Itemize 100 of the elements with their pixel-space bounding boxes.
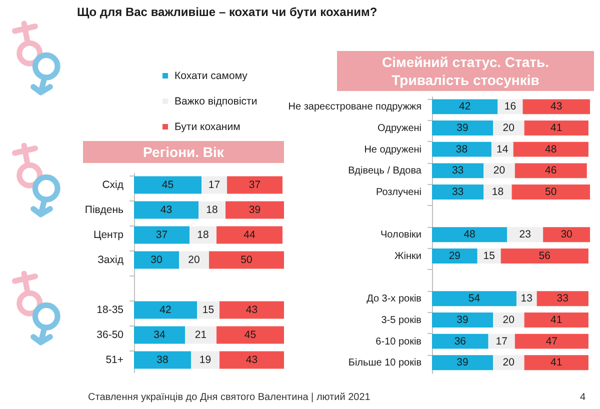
bar (134, 326, 185, 344)
data-label: 23 (519, 228, 532, 241)
data-label: 45 (162, 179, 174, 191)
bar (179, 251, 209, 269)
bar (432, 355, 494, 370)
y-tick-label: Розлучені (376, 186, 422, 198)
y-tick-label: Вдівець / Вдова (348, 166, 422, 177)
bar (484, 163, 515, 178)
data-label: 39 (456, 122, 468, 134)
data-label: 15 (483, 250, 496, 262)
data-label: 33 (556, 292, 569, 305)
bar (134, 176, 202, 194)
y-tick-label: Південь (84, 204, 124, 216)
bar (134, 251, 179, 269)
data-label: 14 (496, 143, 508, 156)
y-tick-label: Схід (102, 179, 124, 191)
data-label: 39 (248, 204, 261, 216)
bar (432, 312, 494, 328)
bar (522, 99, 590, 114)
bar (220, 351, 284, 369)
data-label: 47 (546, 335, 558, 348)
data-label: 48 (464, 228, 476, 241)
bar (432, 291, 516, 306)
bar (432, 334, 488, 349)
bar (512, 184, 590, 200)
y-tick-label: Більше 10 років (348, 358, 422, 369)
data-label: 19 (199, 354, 212, 366)
bar (198, 201, 226, 219)
data-label: 43 (160, 204, 172, 216)
data-label: 18 (492, 186, 504, 198)
data-label: 20 (502, 122, 515, 134)
bar (514, 163, 587, 178)
bar (134, 301, 197, 319)
bar (524, 355, 588, 370)
text: Ставлення українців до Дня святого Валентина | лютий 2021 (88, 392, 370, 403)
bar (432, 184, 484, 200)
legend-label: Бути коханим (174, 120, 240, 133)
data-label: 16 (504, 100, 516, 113)
data-label: 43 (550, 100, 562, 113)
data-label: 37 (248, 179, 261, 191)
bar (190, 226, 216, 244)
data-label: 54 (468, 292, 480, 305)
data-label: 42 (459, 100, 471, 113)
data-label: 18 (206, 204, 218, 216)
data-label: 39 (456, 314, 468, 326)
data-label: 20 (502, 356, 515, 369)
data-label: 20 (493, 164, 506, 177)
bar (216, 226, 282, 244)
data-label: 37 (156, 229, 168, 241)
data-label: 39 (456, 356, 468, 369)
y-tick-label: 3-5 років (381, 314, 422, 326)
y-tick-label: Не одружені (364, 144, 422, 156)
data-label: 33 (452, 186, 464, 198)
bar (524, 312, 588, 328)
data-label: 45 (244, 329, 256, 341)
chart-title: Що для Вас важливіше – кохати чи бути коханим? (77, 5, 378, 19)
text: 4 (580, 392, 586, 403)
data-label: 46 (545, 164, 557, 177)
bar (134, 201, 198, 219)
bar (507, 227, 544, 242)
bar (216, 326, 284, 344)
legend-label: Кохати самому (174, 70, 248, 82)
y-tick-label: Одружені (378, 122, 422, 134)
y-tick-label: 18-35 (96, 304, 124, 316)
bar (226, 201, 284, 219)
bar (488, 334, 515, 349)
data-label: 20 (502, 314, 515, 326)
bar (524, 120, 588, 136)
bar (543, 227, 590, 242)
y-tick-label: 36-50 (96, 329, 124, 341)
bar (432, 163, 484, 178)
bar (134, 226, 190, 244)
bar (493, 355, 524, 370)
bar (197, 301, 220, 319)
bar (514, 334, 588, 349)
bar (536, 291, 588, 306)
bar (432, 227, 508, 242)
data-label: 30 (150, 254, 162, 266)
bar (491, 142, 514, 157)
bar (185, 326, 216, 344)
data-label: 43 (246, 354, 258, 366)
data-label: 36 (454, 335, 466, 348)
bar (227, 176, 282, 194)
data-label: 29 (448, 250, 461, 262)
data-label: 21 (194, 329, 207, 341)
data-label: 41 (550, 356, 562, 369)
y-tick-label: Не зареєстроване подружжя (288, 102, 422, 113)
y-tick-label: До 3-х років (366, 294, 422, 305)
bar (432, 120, 494, 136)
chart-subtitle: Регіони. Вік (143, 142, 224, 162)
data-label: 50 (240, 254, 252, 266)
y-tick-label: Захід (98, 254, 124, 266)
bar (432, 248, 478, 264)
data-label: 30 (560, 228, 573, 241)
data-label: 18 (197, 229, 209, 241)
data-label: 48 (545, 143, 557, 156)
data-label: 44 (244, 229, 256, 241)
bar (191, 351, 220, 369)
legend-label: Важко відповісти (174, 95, 258, 108)
data-label: 41 (550, 122, 562, 134)
